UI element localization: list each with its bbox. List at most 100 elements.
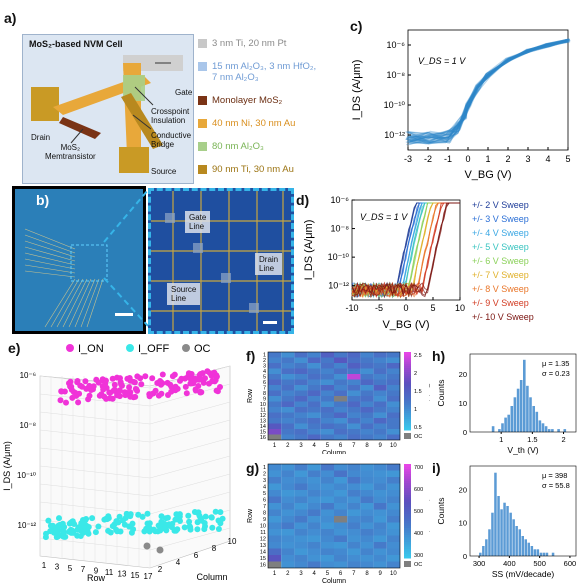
x-tick-label: -1 (444, 154, 452, 164)
material-item: 15 nm Al₂O₃, 3 nm HfO₂, 7 nm Al₂O₃ (198, 61, 316, 83)
ion-point (132, 393, 139, 400)
heatmap-cell (268, 548, 282, 555)
colorbar-segment (404, 496, 411, 500)
colorbar-segment (404, 389, 411, 392)
heatmap-cell (334, 407, 348, 413)
heatmap-cell (281, 561, 295, 568)
colorbar-segment (404, 478, 411, 481)
heatmap-cell (334, 357, 348, 363)
colorbar-tick-label: 700 (414, 465, 423, 471)
heatmap-cell (334, 542, 348, 549)
heatmap-cell (320, 555, 334, 562)
heatmap-cell (373, 368, 387, 374)
heatmap-cell (281, 357, 295, 363)
heatmap-cell (334, 522, 348, 529)
heatmap-cell (320, 412, 334, 418)
heatmap-cell (294, 374, 308, 380)
heatmap-cell (347, 516, 361, 523)
bias-annotation: V_DS = 1 V (418, 56, 466, 66)
colorbar-segment (404, 426, 411, 429)
plot-frame (469, 353, 577, 433)
heatmap-cell (294, 434, 308, 440)
ion-point (167, 381, 174, 388)
x-tick-label: 11 (105, 568, 114, 577)
ioff-point (208, 514, 215, 521)
drain-label: Drain (31, 133, 51, 142)
heatmap-cell (386, 542, 400, 549)
heatmap-cell (281, 516, 295, 523)
sweep-legend-item: +/- 3 V Sweep (472, 214, 529, 224)
colorbar-segment (404, 464, 411, 467)
row-tick-label: 16 (260, 435, 266, 441)
x-axis-label: Row (87, 573, 106, 583)
colorbar-segment (404, 414, 411, 417)
heatmap-cell (320, 509, 334, 516)
heatmap-cell (334, 434, 348, 440)
transfer-curve-line (409, 41, 567, 138)
column-tick-label: 2 (286, 443, 290, 449)
heatmap-cell (373, 529, 387, 536)
column-tick-label: 5 (326, 571, 330, 577)
sweep-legend-item: +/- 7 V Sweep (472, 270, 529, 280)
row-tick-label: 4 (263, 369, 266, 375)
heatmap-cell (373, 483, 387, 490)
heatmap-cell (360, 429, 374, 435)
ion-point (66, 380, 72, 387)
ioff-point (53, 529, 60, 536)
heatmap-cell (360, 407, 374, 413)
heatmap-cell (373, 390, 387, 396)
x-tick-label: 2 (561, 435, 565, 444)
array-micrograph-drawing (24, 228, 133, 328)
row-tick-label: 1 (263, 465, 266, 471)
row-tick-label: 7 (263, 504, 266, 510)
heatmap-cell (268, 385, 282, 391)
colorbar-oc-swatch (404, 433, 411, 439)
heatmap-cell (347, 561, 361, 568)
ioff-point (107, 529, 114, 536)
column-tick-label: 2 (286, 571, 290, 577)
colorbar-segment (404, 515, 411, 519)
heatmap-frame (267, 463, 401, 569)
heatmap-cell (360, 418, 374, 424)
ioff-point (202, 523, 208, 530)
heatmap-cell (294, 407, 308, 413)
ion-point (183, 390, 190, 397)
grid-line (149, 419, 231, 443)
colorbar-tick-label: 2.5 (414, 353, 422, 359)
colorbar-segment (404, 550, 411, 554)
heatmap-cell (320, 401, 334, 407)
colorbar-segment (404, 373, 411, 376)
ion-point (187, 380, 194, 387)
colorbar-segment (404, 548, 411, 552)
heatmap-cell (360, 470, 374, 477)
transfer-curve-line (406, 39, 566, 140)
heatmap-cell (320, 548, 334, 555)
ion-point (119, 382, 125, 389)
ioff-point (122, 515, 129, 521)
sweep-legend-item: +/- 10 V Sweep (472, 312, 534, 322)
column-tick-label: 7 (352, 571, 356, 577)
heatmap-cell (347, 542, 361, 549)
material-label-line: 80 nm Al₂O₃ (212, 141, 264, 152)
histogram-bar (545, 552, 549, 556)
heatmap-cell (307, 483, 321, 490)
crosspoint-label: Crosspoint Insulation (151, 107, 189, 125)
heatmap-cell (347, 496, 361, 503)
histogram-bar (533, 549, 537, 556)
column-tick-label: 10 (390, 443, 397, 449)
ion-point (197, 388, 204, 395)
histogram-bar (527, 542, 530, 556)
y-tick-label: 10 (228, 537, 237, 546)
histogram-bar (513, 397, 517, 432)
colorbar-tick-label: 400 (414, 531, 423, 537)
drain-line-label-line2: Line (259, 264, 275, 273)
heatmap-cell (347, 374, 361, 380)
transfer-curve-line (405, 41, 569, 144)
heatmap-cell (347, 548, 361, 555)
material-label: 40 nm Ni, 30 nm Au (212, 118, 295, 129)
row-tick-label: 5 (263, 374, 266, 380)
heatmap-cell (347, 522, 361, 529)
heatmap-cell (360, 509, 374, 516)
